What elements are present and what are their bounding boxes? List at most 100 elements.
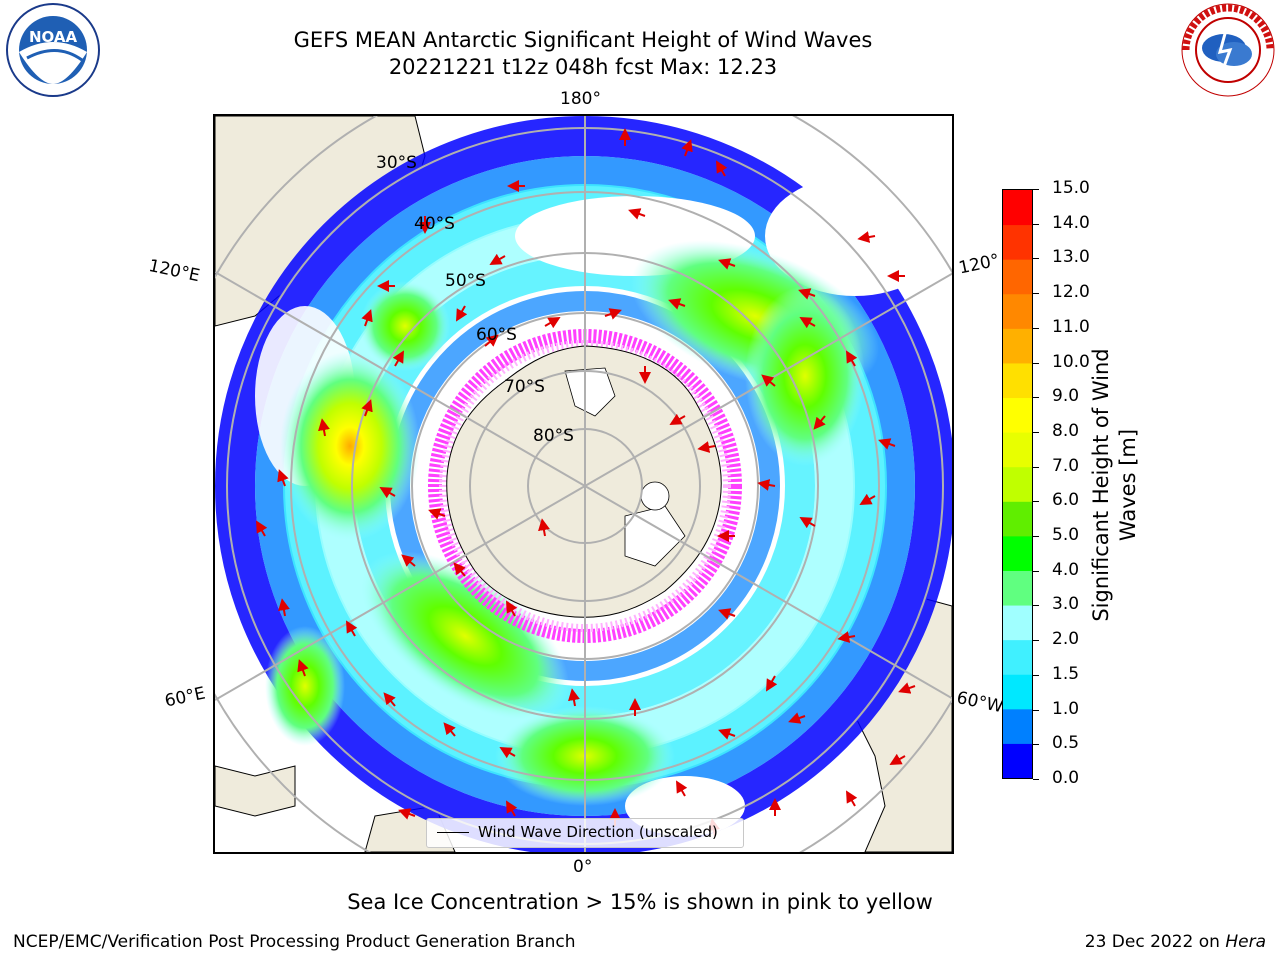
colorbar-tick-mark bbox=[1033, 779, 1039, 780]
colorbar-tick-label: 4.0 bbox=[1052, 559, 1080, 580]
wave-arrow bbox=[878, 438, 896, 450]
colorbar-tick-mark bbox=[1033, 501, 1039, 503]
noaa-logo-text: NOAA bbox=[29, 28, 78, 46]
wave-arrow bbox=[401, 554, 416, 567]
wave-arrow bbox=[757, 479, 776, 491]
colorbar-tick-label: 9.0 bbox=[1052, 386, 1080, 407]
colorbar-tick-mark bbox=[1033, 536, 1039, 538]
wave-arrow bbox=[766, 675, 778, 692]
wave-arrow bbox=[798, 288, 816, 300]
wave-arrow bbox=[697, 441, 716, 453]
colorbar-tick-label: 8.0 bbox=[1052, 420, 1080, 441]
land-australia-west bbox=[215, 326, 295, 816]
colorbar-segment bbox=[1003, 362, 1032, 399]
colorbar-segment bbox=[1003, 224, 1032, 260]
wave-arrow bbox=[443, 722, 456, 737]
lon-label-180: 180° bbox=[560, 89, 601, 109]
wave-arrow bbox=[669, 413, 686, 426]
sea-ice-caption: Sea Ice Concentration > 15% is shown in … bbox=[347, 890, 933, 914]
colorbar-tick-mark bbox=[1033, 744, 1039, 746]
legend-line-swatch bbox=[437, 832, 469, 833]
wave-arrow bbox=[428, 508, 446, 520]
colorbar-tick-label: 13.0 bbox=[1052, 247, 1090, 268]
lon-label-120e: 120°E bbox=[146, 256, 202, 287]
colorbar-tick-label: 10.0 bbox=[1052, 351, 1090, 372]
wave-arrow bbox=[761, 374, 776, 387]
colorbar-tick-mark bbox=[1033, 258, 1039, 260]
colorbar-segment bbox=[1003, 570, 1032, 606]
colorbar-tick-label: 14.0 bbox=[1052, 212, 1090, 233]
wave-arrow bbox=[628, 208, 646, 220]
colorbar-tick-label: 7.0 bbox=[1052, 455, 1080, 476]
legend-label: Wind Wave Direction (unscaled) bbox=[478, 823, 718, 841]
wave-arrow bbox=[813, 415, 826, 430]
footer-date-text: 23 Dec 2022 on bbox=[1084, 932, 1226, 952]
colorbar-tick-mark bbox=[1033, 189, 1039, 190]
wave-arrow bbox=[845, 350, 858, 367]
colorbar-tick-label: 0.0 bbox=[1052, 768, 1080, 788]
wave-arrow bbox=[392, 350, 405, 367]
colorbar-tick-label: 12.0 bbox=[1052, 282, 1090, 303]
colorbar-tick-mark bbox=[1033, 709, 1039, 711]
colorbar-segment bbox=[1003, 674, 1032, 710]
wave-arrow bbox=[718, 608, 736, 620]
colorbar-segment bbox=[1003, 501, 1032, 537]
wave-arrow bbox=[568, 688, 580, 707]
colorbar-tick-label: 5.0 bbox=[1052, 525, 1080, 546]
wave-arrow bbox=[484, 334, 499, 347]
wave-arrow bbox=[318, 418, 330, 437]
lat-label-40s: 40°S bbox=[414, 214, 455, 234]
wave-arrow bbox=[255, 520, 268, 537]
wave-arrow bbox=[668, 298, 686, 310]
wave-arrow bbox=[859, 493, 876, 505]
wave-arrow bbox=[681, 139, 693, 157]
wave-arrow bbox=[453, 562, 466, 577]
wave-arrow bbox=[383, 692, 396, 707]
lon-label-120w: 120° bbox=[957, 250, 1002, 279]
map-legend: Wind Wave Direction (unscaled) bbox=[426, 818, 744, 848]
wave-arrow bbox=[718, 728, 736, 740]
colorbar-segment bbox=[1003, 708, 1032, 744]
wave-arrow bbox=[361, 399, 373, 417]
lon-label-0: 0° bbox=[573, 857, 593, 877]
colorbar-title-line2: Waves [m] bbox=[1116, 428, 1140, 542]
wave-arrow bbox=[398, 808, 416, 820]
colorbar-tick-mark bbox=[1033, 362, 1039, 364]
lat-label-70s: 70°S bbox=[504, 377, 545, 397]
footer-date: 23 Dec 2022 on Hera bbox=[1085, 932, 1266, 952]
wave-arrow bbox=[277, 469, 289, 487]
colorbar-segment bbox=[1003, 432, 1032, 468]
colorbar-segment bbox=[1003, 190, 1032, 226]
chart-title: GEFS MEAN Antarctic Significant Height o… bbox=[293, 28, 873, 52]
colorbar-tick-label: 1.5 bbox=[1052, 663, 1080, 684]
colorbar-tick-label: 1.0 bbox=[1052, 698, 1080, 719]
wave-arrow bbox=[676, 780, 688, 797]
colorbar-segment bbox=[1003, 293, 1032, 329]
lat-label-50s: 50°S bbox=[445, 271, 486, 291]
lat-label-80s: 80°S bbox=[533, 426, 574, 446]
colorbar-tick-label: 15.0 bbox=[1052, 178, 1090, 198]
wave-arrow bbox=[505, 600, 518, 617]
wave-arrow bbox=[538, 518, 550, 537]
colorbar-segment bbox=[1003, 328, 1032, 364]
colorbar-tick-mark bbox=[1033, 466, 1039, 468]
colorbar-title-line1: Significant Height of Wind bbox=[1089, 348, 1113, 622]
colorbar-tick-label: 3.0 bbox=[1052, 594, 1080, 615]
wave-arrow bbox=[898, 682, 916, 694]
wave-arrow bbox=[799, 517, 816, 529]
colorbar-tick-mark bbox=[1033, 640, 1039, 642]
noaa-logo: NOAA bbox=[6, 3, 100, 97]
colorbar-segment bbox=[1003, 639, 1032, 675]
wave-arrow bbox=[799, 317, 816, 329]
wave-arrow bbox=[455, 305, 468, 322]
wave-arrow bbox=[544, 316, 561, 329]
wave-arrow bbox=[788, 712, 806, 724]
nws-logo bbox=[1181, 3, 1275, 97]
colorbar-tick-mark bbox=[1033, 605, 1039, 607]
wave-arrow bbox=[604, 308, 622, 320]
colorbar bbox=[1002, 189, 1033, 779]
colorbar-segment bbox=[1003, 397, 1032, 433]
colorbar-tick-label: 2.0 bbox=[1052, 629, 1080, 650]
colorbar-tick-mark bbox=[1033, 431, 1039, 433]
lon-label-60w: 60°W bbox=[954, 688, 1005, 718]
